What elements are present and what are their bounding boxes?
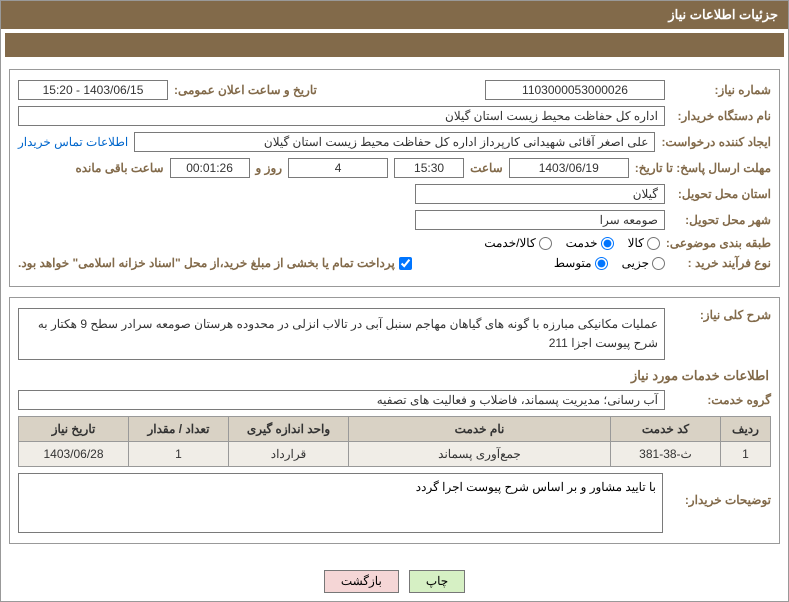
province-value: گیلان [415,184,665,204]
description-text: عملیات مکانیکی مبارزه با گونه های گیاهان… [18,308,665,360]
services-table: ردیف کد خدمت نام خدمت واحد اندازه گیری ت… [18,416,771,467]
province-label: استان محل تحویل: [671,187,771,201]
buyer-name-value: اداره کل حفاظت محیط زیست استان گیلان [18,106,665,126]
city-label: شهر محل تحویل: [671,213,771,227]
buyer-name-label: نام دستگاه خریدار: [671,109,771,123]
days-text: روز و [256,161,283,175]
deadline-time-value: 15:30 [394,158,464,178]
city-value: صومعه سرا [415,210,665,230]
services-section-title: اطلاعات خدمات مورد نیاز [20,368,769,384]
radio-goods[interactable]: کالا [628,236,660,250]
deadline-date-value: 1403/06/19 [509,158,629,178]
radio-medium[interactable]: متوسط [554,256,608,270]
radio-service-label: خدمت [566,236,598,250]
time-remaining-value: 00:01:26 [170,158,250,178]
cell-date: 1403/06/28 [19,442,129,467]
cell-row: 1 [721,442,771,467]
request-number-label: شماره نیاز: [671,83,771,97]
description-section: شرح کلی نیاز: عملیات مکانیکی مبارزه با گ… [9,297,780,544]
category-label: طبقه بندی موضوعی: [666,236,771,250]
payment-note: پرداخت تمام یا بخشی از مبلغ خرید،از محل … [18,256,395,270]
radio-medium-input[interactable] [595,257,608,270]
page-header: جزئیات اطلاعات نیاز [1,1,788,29]
remaining-text: ساعت باقی مانده [75,161,163,175]
service-group-label: گروه خدمت: [671,393,771,407]
purchase-type-label: نوع فرآیند خرید : [671,256,771,270]
col-code: کد خدمت [611,417,721,442]
radio-service[interactable]: خدمت [566,236,614,250]
form-section: شماره نیاز: 1103000053000026 تاریخ و ساع… [9,69,780,287]
radio-minor-input[interactable] [652,257,665,270]
print-button[interactable]: چاپ [409,570,465,593]
radio-medium-label: متوسط [554,256,592,270]
buyer-notes-textarea[interactable] [18,473,663,533]
service-group-value: آب رسانی؛ مدیریت پسماند، فاضلاب و فعالیت… [18,390,665,410]
content-area: شماره نیاز: 1103000053000026 تاریخ و ساع… [1,61,788,562]
col-name: نام خدمت [349,417,611,442]
requester-label: ایجاد کننده درخواست: [661,135,771,149]
radio-minor-label: جزیی [622,256,649,270]
announce-date-value: 1403/06/15 - 15:20 [18,80,168,100]
description-label: شرح کلی نیاز: [671,308,771,322]
payment-checkbox[interactable]: پرداخت تمام یا بخشی از مبلغ خرید،از محل … [18,256,412,270]
col-date: تاریخ نیاز [19,417,129,442]
purchase-type-radio-group: جزیی متوسط [554,256,665,270]
radio-minor[interactable]: جزیی [622,256,665,270]
buyer-notes-label: توضیحات خریدار: [671,473,771,507]
radio-goods-service-label: کالا/خدمت [484,236,535,250]
cell-unit: قرارداد [229,442,349,467]
col-unit: واحد اندازه گیری [229,417,349,442]
table-row: 1 ث-38-381 جمع‌آوری پسماند قرارداد 1 140… [19,442,771,467]
radio-goods-input[interactable] [647,237,660,250]
table-header-row: ردیف کد خدمت نام خدمت واحد اندازه گیری ت… [19,417,771,442]
col-row: ردیف [721,417,771,442]
request-number-value: 1103000053000026 [485,80,665,100]
contact-link[interactable]: اطلاعات تماس خریدار [18,135,128,149]
header-bar [5,33,784,57]
category-radio-group: کالا خدمت کالا/خدمت [484,236,660,250]
announce-date-label: تاریخ و ساعت اعلان عمومی: [174,83,317,97]
cell-name: جمع‌آوری پسماند [349,442,611,467]
radio-service-input[interactable] [601,237,614,250]
back-button[interactable]: بازگشت [324,570,399,593]
deadline-label: مهلت ارسال پاسخ: تا تاریخ: [635,161,771,175]
days-remaining-value: 4 [288,158,388,178]
cell-code: ث-38-381 [611,442,721,467]
button-row: چاپ بازگشت [1,562,788,601]
cell-quantity: 1 [129,442,229,467]
time-label: ساعت [470,161,503,175]
payment-checkbox-input[interactable] [399,257,412,270]
radio-goods-service[interactable]: کالا/خدمت [484,236,551,250]
radio-goods-label: کالا [628,236,644,250]
col-quantity: تعداد / مقدار [129,417,229,442]
page-title: جزئیات اطلاعات نیاز [668,7,778,22]
radio-goods-service-input[interactable] [539,237,552,250]
requester-value: علی اصغر آقائی شهیدانی کارپرداز اداره کل… [134,132,655,152]
